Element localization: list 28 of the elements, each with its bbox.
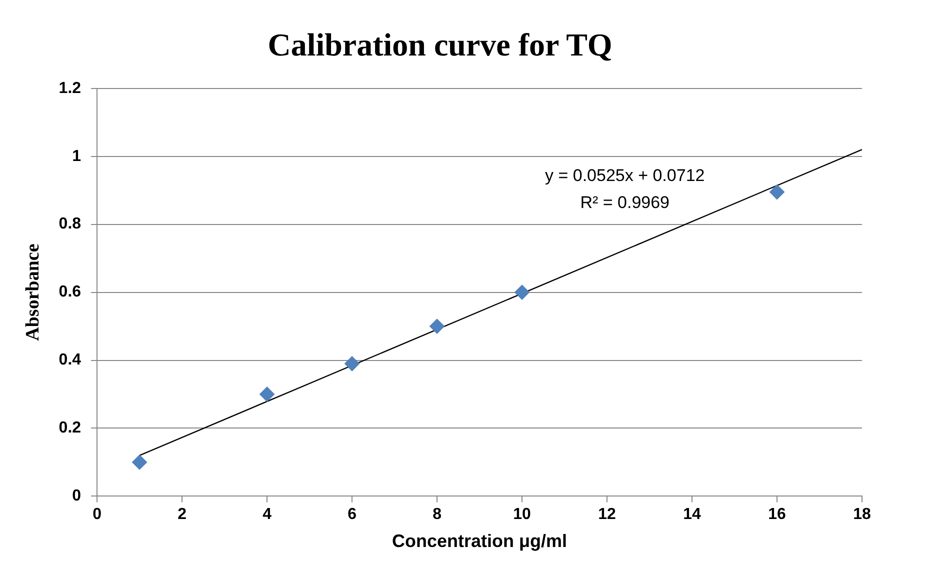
y-tick-label: 0.8 — [58, 216, 82, 233]
point — [260, 386, 275, 402]
annotation: y = 0.0525x + 0.0712 — [544, 166, 705, 186]
y-axis-title: Absorbance — [22, 244, 44, 341]
x-tick-label: 8 — [432, 506, 442, 524]
x-tick-label: 16 — [768, 506, 786, 524]
y-tick-label: 0.6 — [58, 284, 82, 301]
annotation: R² = 0.9969 — [580, 193, 670, 212]
x-tick-label: 6 — [348, 506, 357, 524]
point — [514, 284, 530, 300]
x-tick-label: 14 — [683, 506, 702, 524]
chart-title: Calibration curve for TQ — [268, 26, 612, 62]
y-tick-label: 1 — [72, 148, 82, 165]
point — [430, 318, 445, 334]
x-tick-label: 0 — [92, 506, 102, 524]
y-tick-label: 0 — [72, 488, 82, 505]
x-tick-label: 2 — [178, 506, 187, 524]
y-tick-label: 1.2 — [58, 80, 82, 97]
x-axis-title: Concentration μg/ml — [392, 531, 568, 552]
point — [344, 356, 360, 372]
point — [770, 184, 785, 200]
y-tick-label: 0.4 — [58, 352, 82, 369]
x-tick-label: 12 — [598, 506, 616, 524]
x-tick-label: 4 — [262, 506, 272, 524]
x-tick-label: 18 — [853, 506, 871, 524]
point — [132, 454, 148, 470]
y-tick-label: 0.2 — [58, 420, 82, 437]
x-tick-label: 10 — [513, 506, 532, 524]
